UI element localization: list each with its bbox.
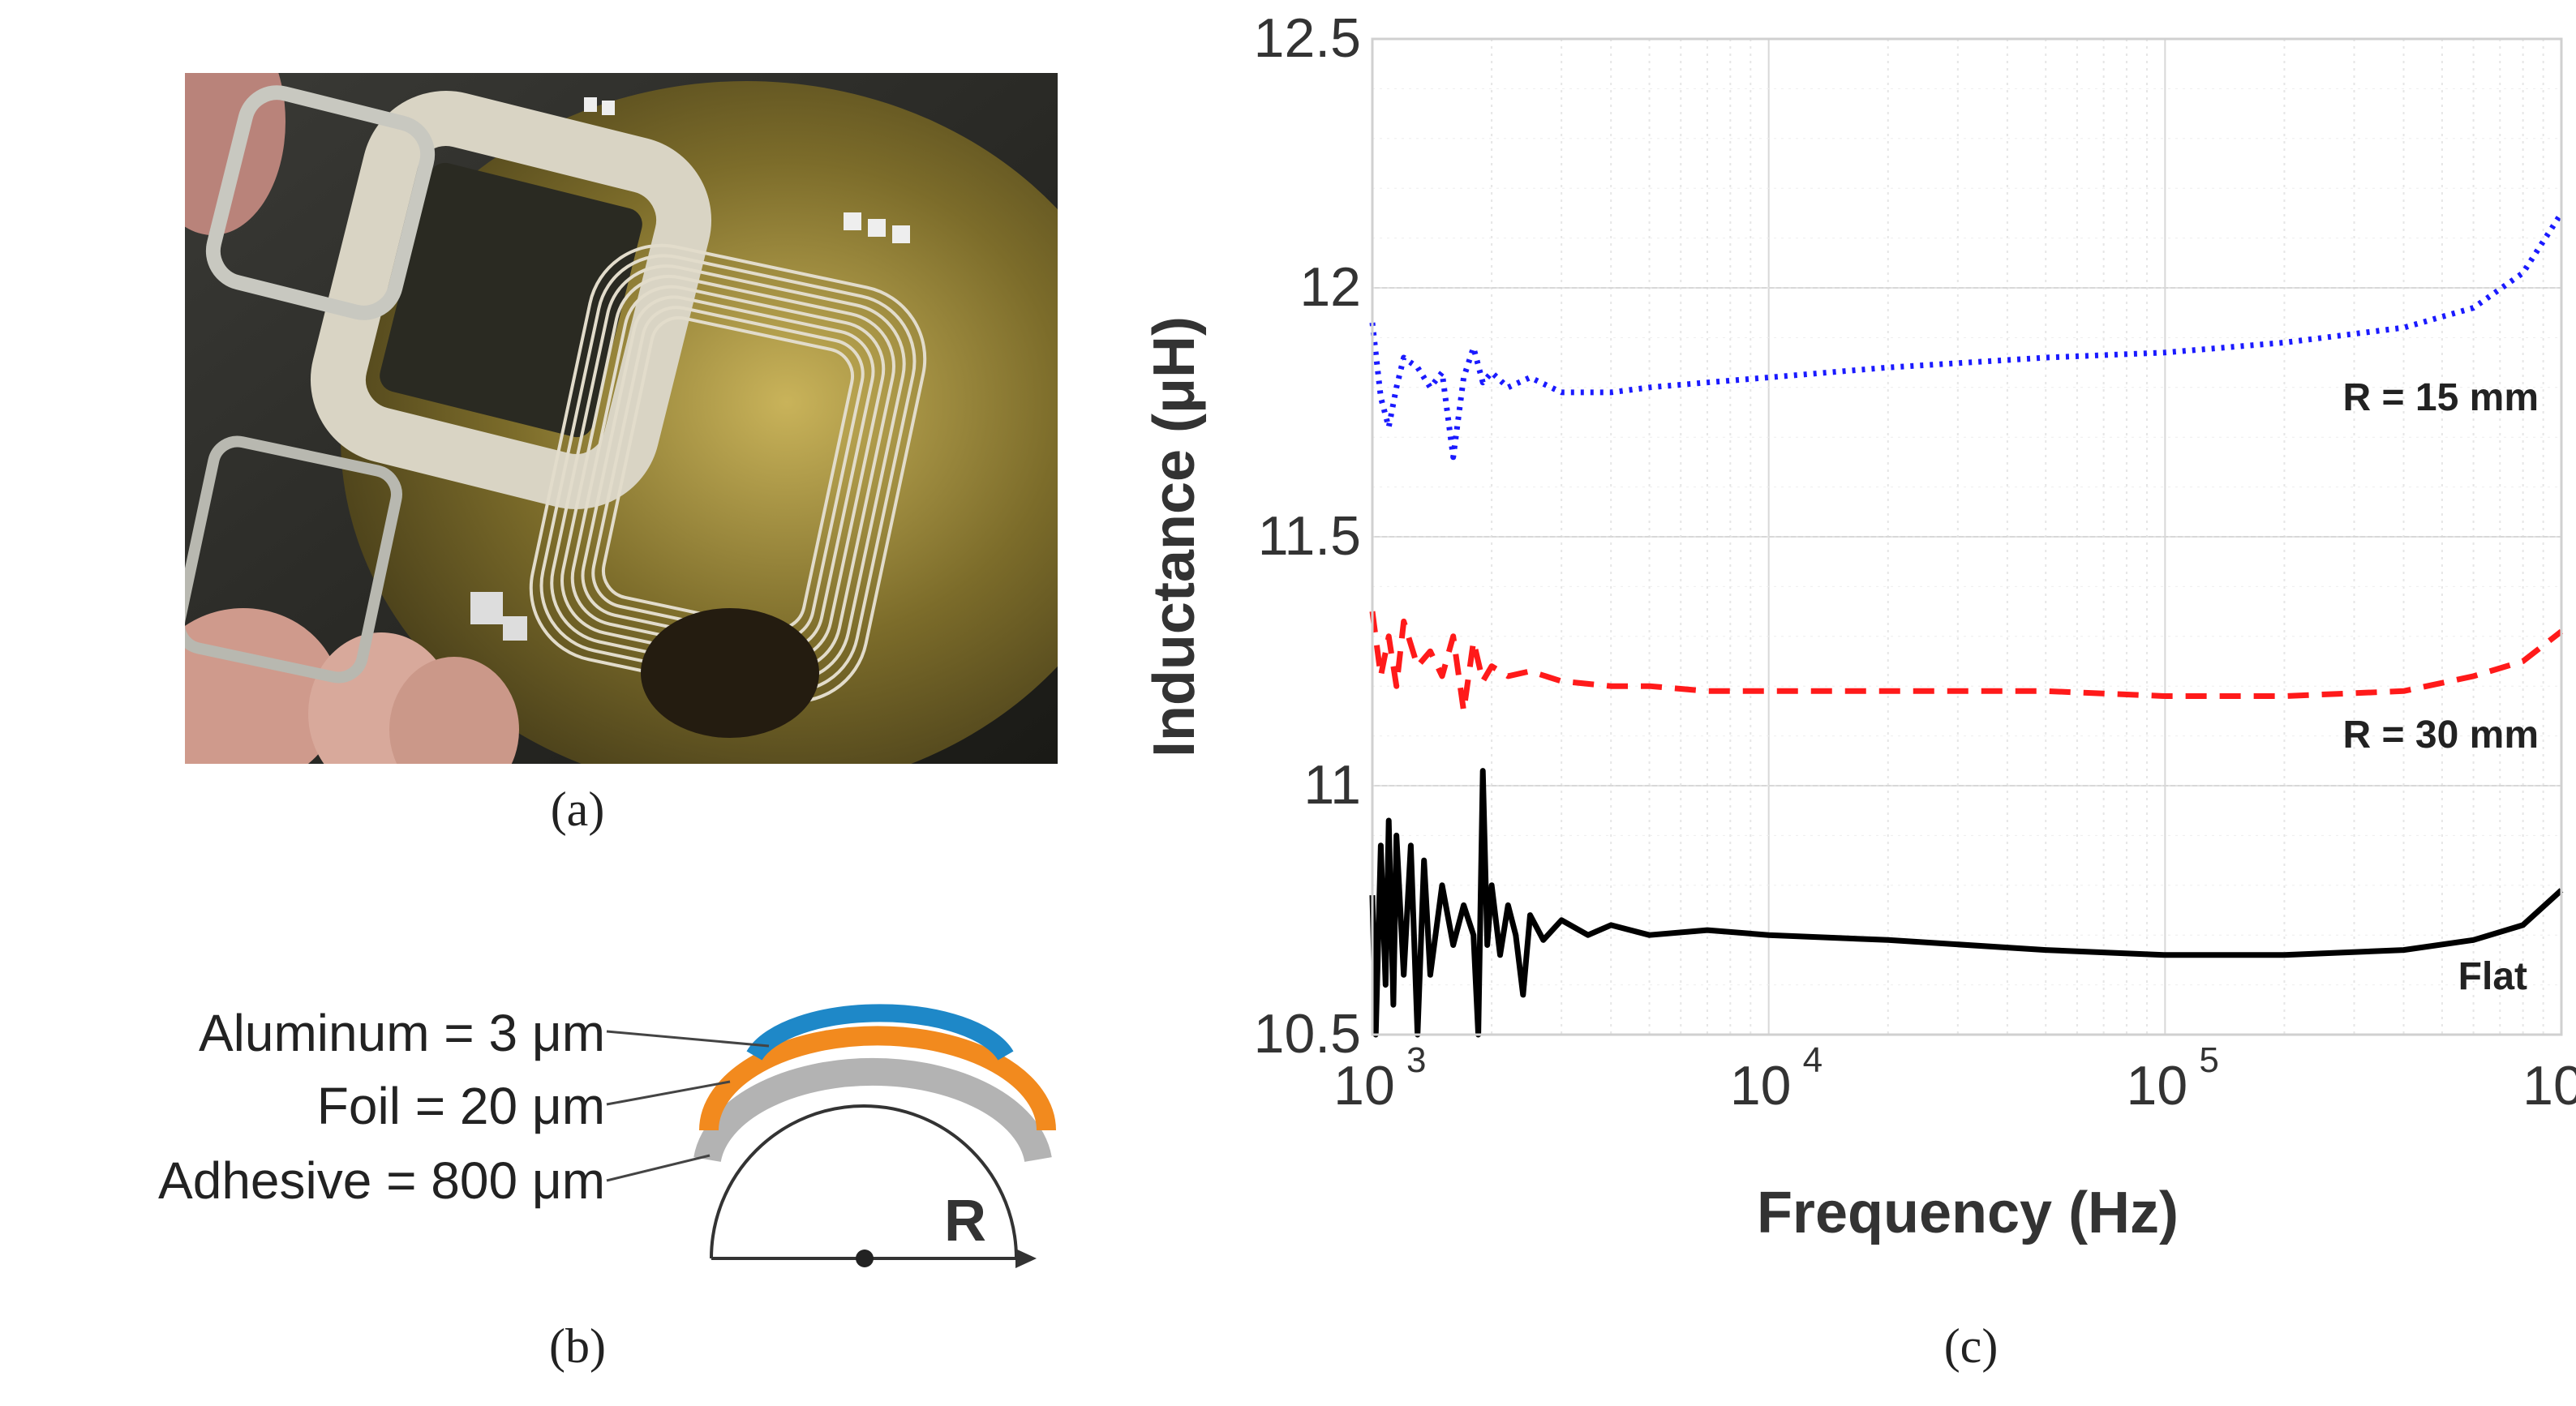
panel-a-caption: (a) bbox=[551, 782, 605, 836]
x-tick-label: 10 bbox=[2522, 1055, 2576, 1117]
foil-leader bbox=[606, 1080, 731, 1106]
foil-layer bbox=[699, 1026, 1056, 1131]
panel-b-caption: (b) bbox=[549, 1319, 606, 1373]
chart-grid bbox=[1372, 38, 2561, 1035]
panel-a: (a) bbox=[185, 73, 1058, 836]
adhesive-label: Adhesive = 800 μm bbox=[158, 1151, 605, 1210]
aluminum-layer bbox=[746, 1004, 1014, 1061]
x-tick-label: 10 bbox=[2127, 1055, 2188, 1117]
aluminum-label: Aluminum = 3 μm bbox=[199, 1004, 605, 1062]
x-tick-exponent: 5 bbox=[2199, 1040, 2218, 1080]
radius-arrowhead bbox=[1015, 1249, 1037, 1268]
x-tick-exponent: 4 bbox=[1803, 1040, 1823, 1080]
center-dot bbox=[856, 1250, 874, 1267]
radius-label: R bbox=[944, 1189, 986, 1254]
x-tick-exponent: 3 bbox=[1406, 1040, 1426, 1080]
y-tick-label: 11 bbox=[1303, 754, 1361, 816]
substrate-outline bbox=[710, 1104, 1018, 1259]
panel-c-caption: (c) bbox=[1944, 1319, 1999, 1373]
series-line-2 bbox=[1369, 768, 2564, 1038]
series-label-r30: R = 30 mm bbox=[2343, 714, 2539, 757]
series-line-1 bbox=[1369, 611, 2564, 714]
y-tick-label: 11.5 bbox=[1258, 505, 1361, 567]
foil-label: Foil = 20 μm bbox=[317, 1077, 605, 1135]
adhesive-leader bbox=[606, 1154, 711, 1182]
adhesive-layer bbox=[693, 1057, 1052, 1163]
coil-photo bbox=[185, 73, 1058, 764]
series-label-flat: Flat bbox=[2458, 955, 2527, 998]
y-tick-label: 12.5 bbox=[1254, 7, 1361, 69]
panel-b: R Aluminum = 3 μm Foil = 20 μm Adhesive … bbox=[158, 1004, 1056, 1373]
y-tick-label: 12 bbox=[1299, 256, 1361, 318]
series-label-r15: R = 15 mm bbox=[2343, 376, 2539, 419]
x-tick-label: 10 bbox=[1333, 1055, 1395, 1117]
chart-series bbox=[1369, 212, 2564, 1038]
series-line-0 bbox=[1369, 212, 2564, 461]
aluminum-leader bbox=[606, 1030, 770, 1048]
y-tick-label: 10.5 bbox=[1254, 1003, 1361, 1065]
y-axis-label: Inductance (μH) bbox=[1142, 316, 1207, 757]
x-axis-label: Frequency (Hz) bbox=[1757, 1181, 2179, 1245]
plot-frame bbox=[1371, 37, 2563, 1036]
x-tick-label: 10 bbox=[1730, 1055, 1792, 1117]
